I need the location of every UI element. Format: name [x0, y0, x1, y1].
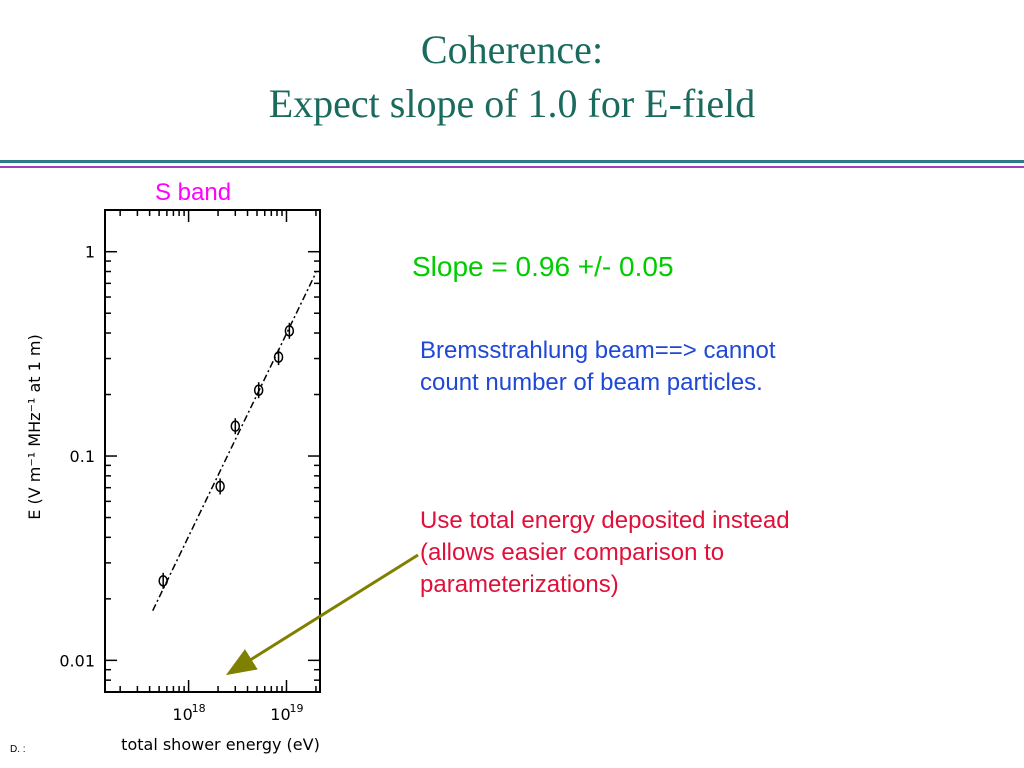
- data-point: [230, 418, 241, 435]
- data-point: [158, 572, 168, 589]
- y-axis-label: E (V m⁻¹ MHz⁻¹ at 1 m): [25, 334, 44, 519]
- x-tick-label: 10: [172, 705, 192, 724]
- x-axis-label: total shower energy (eV): [121, 735, 320, 754]
- divider-line-teal: [0, 160, 1024, 163]
- footer-text: D. :: [10, 744, 26, 755]
- x-tick-label: 10: [270, 705, 290, 724]
- fit-line: [152, 272, 317, 612]
- point-marker: [273, 351, 284, 363]
- slope-annotation: Slope = 0.96 +/- 0.05: [412, 251, 674, 282]
- data-point: [215, 478, 225, 495]
- x-tick-exponent: 18: [192, 702, 206, 715]
- point-marker: [253, 384, 264, 396]
- bremsstrahlung-note: Bremsstrahlung beam==> cannot count numb…: [420, 337, 776, 396]
- y-tick-label: 0.1: [70, 447, 95, 466]
- x-tick-exponent: 19: [289, 702, 303, 715]
- plot-frame: [104, 209, 321, 693]
- band-label: S band: [155, 179, 232, 206]
- slide-title-line2: Expect slope of 1.0 for E-field: [268, 81, 756, 126]
- point-marker: [158, 575, 168, 587]
- point-marker: [230, 420, 241, 432]
- y-tick-label: 0.01: [59, 651, 95, 670]
- point-marker: [215, 480, 225, 493]
- data-point: [273, 349, 284, 366]
- point-marker: [284, 325, 295, 337]
- slide-title-line1: Coherence:: [420, 27, 604, 72]
- energy-deposit-note: Use total energy deposited instead (allo…: [420, 507, 790, 598]
- y-tick-label: 1: [85, 243, 95, 262]
- divider-line-purple: [0, 166, 1024, 168]
- data-point: [253, 382, 264, 399]
- data-point: [284, 322, 295, 339]
